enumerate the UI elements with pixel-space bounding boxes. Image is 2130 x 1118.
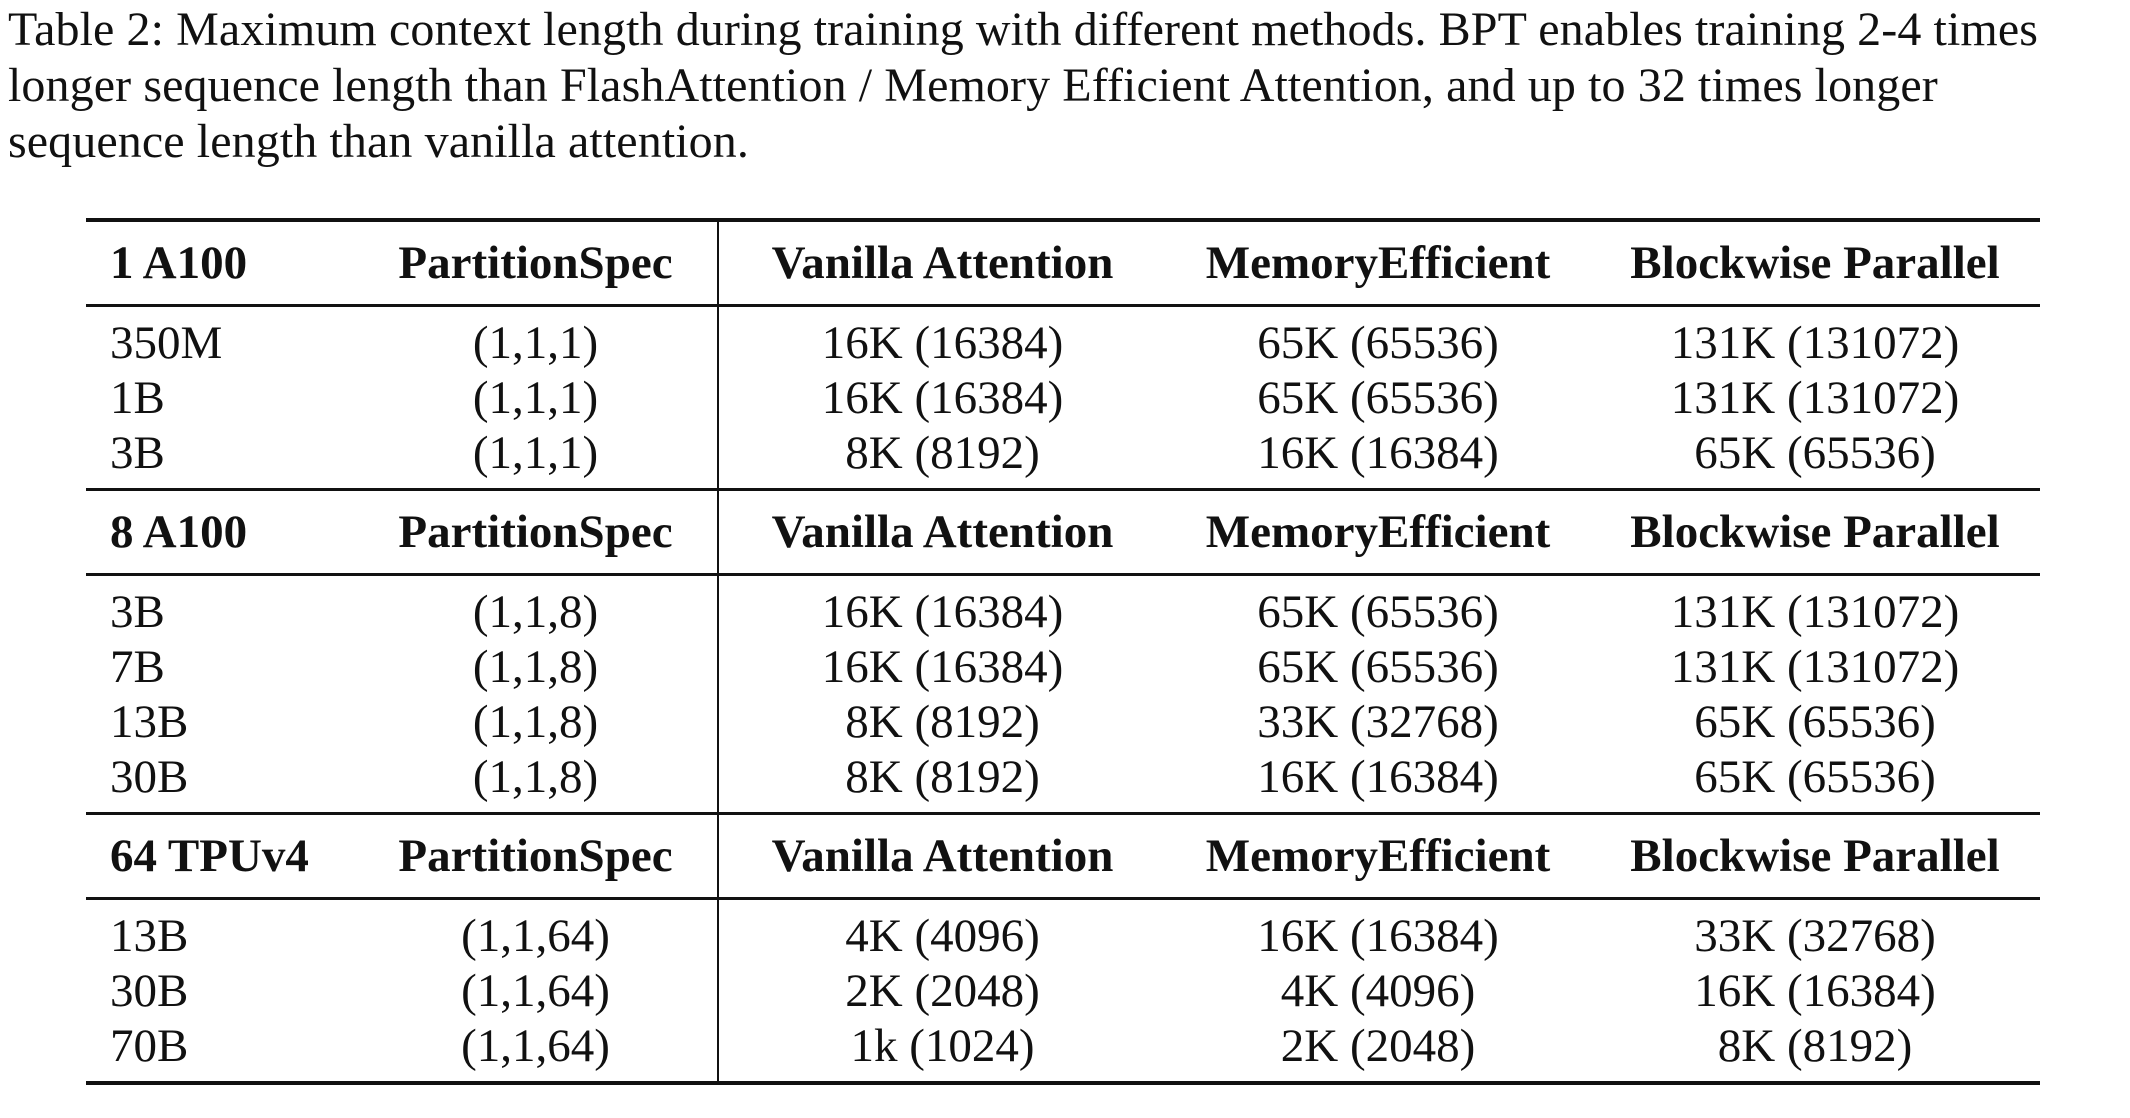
vanilla-attention-cell: 4K (4096) xyxy=(717,898,1166,963)
hardware-header: 64 TPUv4 xyxy=(86,812,354,900)
memory-efficient-cell: 65K (65536) xyxy=(1257,371,1499,424)
table-row: 350M (1,1,1) 16K (16384) 65K (65536) 131… xyxy=(86,305,2040,370)
blockwise-parallel-header: Blockwise Parallel xyxy=(1590,812,2040,900)
group-header-row: 8 A100 PartitionSpec Vanilla Attention M… xyxy=(86,488,2040,576)
partition-spec-cell: (1,1,64) xyxy=(354,1018,718,1085)
blockwise-parallel-header: Blockwise Parallel xyxy=(1590,488,2040,576)
model-size-cell: 1B xyxy=(110,371,165,424)
table-row: 3B (1,1,8) 16K (16384) 65K (65536) 131K … xyxy=(86,574,2040,639)
vanilla-attention-cell: 16K (16384) xyxy=(717,370,1166,425)
memory-efficient-cell: 16K (16384) xyxy=(1257,909,1499,962)
partition-spec-cell: (1,1,64) xyxy=(461,909,610,962)
memory-efficient-cell: 2K (2048) xyxy=(1166,1018,1590,1085)
table-row: 7B (1,1,8) 16K (16384) 65K (65536) 131K … xyxy=(86,639,2040,694)
blockwise-parallel-cell: 131K (131072) xyxy=(1670,316,1960,369)
memory-efficient-cell: 16K (16384) xyxy=(1257,426,1499,479)
memory-efficient-header: MemoryEfficient xyxy=(1166,218,1590,307)
vanilla-attention-cell: 16K (16384) xyxy=(717,574,1166,639)
blockwise-parallel-header: Blockwise Parallel xyxy=(1590,218,2040,307)
memory-efficient-cell: 4K (4096) xyxy=(1280,964,1476,1017)
table-group-8a100: 8 A100 PartitionSpec Vanilla Attention M… xyxy=(86,488,2040,576)
vanilla-attention-cell: 8K (8192) xyxy=(717,749,1166,814)
table-group-64tpuv4: 64 TPUv4 PartitionSpec Vanilla Attention… xyxy=(86,812,2040,900)
blockwise-parallel-cell: 33K (32768) xyxy=(1694,909,1936,962)
memory-efficient-cell: 16K (16384) xyxy=(1257,750,1499,803)
vanilla-attention-header: Vanilla Attention xyxy=(717,218,1166,307)
hardware-header: 1 A100 xyxy=(86,218,354,307)
model-size-cell: 3B xyxy=(110,426,165,479)
model-size-cell: 13B xyxy=(110,695,189,748)
blockwise-parallel-cell: 65K (65536) xyxy=(1694,750,1936,803)
table-row: 30B (1,1,8) 8K (8192) 16K (16384) 65K (6… xyxy=(86,749,2040,814)
vanilla-attention-header: Vanilla Attention xyxy=(717,488,1166,576)
group-header-row: 64 TPUv4 PartitionSpec Vanilla Attention… xyxy=(86,812,2040,900)
blockwise-parallel-cell: 131K (131072) xyxy=(1670,640,1960,693)
partition-spec-cell: (1,1,8) xyxy=(472,695,599,748)
blockwise-parallel-cell: 16K (16384) xyxy=(1694,964,1936,1017)
model-size-cell: 30B xyxy=(110,964,189,1017)
partition-spec-header: PartitionSpec xyxy=(354,812,718,900)
vanilla-attention-header: Vanilla Attention xyxy=(717,812,1166,900)
table-row: 13B (1,1,8) 8K (8192) 33K (32768) 65K (6… xyxy=(86,694,2040,749)
hardware-header: 8 A100 xyxy=(86,488,354,576)
partition-spec-cell: (1,1,1) xyxy=(472,371,599,424)
table-caption: Table 2: Maximum context length during t… xyxy=(8,3,2039,168)
table-row: 30B (1,1,64) 2K (2048) 4K (4096) 16K (16… xyxy=(86,963,2040,1018)
model-size-cell: 350M xyxy=(110,316,223,369)
blockwise-parallel-cell: 131K (131072) xyxy=(1670,371,1960,424)
vanilla-attention-cell: 2K (2048) xyxy=(717,963,1166,1018)
partition-spec-cell: (1,1,8) xyxy=(472,640,599,693)
partition-spec-cell: (1,1,64) xyxy=(461,964,610,1017)
partition-spec-header: PartitionSpec xyxy=(354,488,718,576)
memory-efficient-cell: 65K (65536) xyxy=(1257,585,1499,638)
model-size-cell: 13B xyxy=(110,909,189,962)
vanilla-attention-cell: 8K (8192) xyxy=(717,425,1166,490)
group-header-row: 1 A100 PartitionSpec Vanilla Attention M… xyxy=(86,218,2040,307)
table-group-body: 350M (1,1,1) 16K (16384) 65K (65536) 131… xyxy=(86,305,2040,490)
table-group-body: 13B (1,1,64) 4K (4096) 16K (16384) 33K (… xyxy=(86,898,2040,1085)
model-size-cell: 30B xyxy=(110,750,189,803)
results-table: 1 A100 PartitionSpec Vanilla Attention M… xyxy=(86,218,2040,1085)
partition-spec-cell: (1,1,1) xyxy=(472,316,599,369)
blockwise-parallel-cell: 131K (131072) xyxy=(1670,585,1960,638)
blockwise-parallel-cell: 65K (65536) xyxy=(1694,426,1936,479)
table-row: 3B (1,1,1) 8K (8192) 16K (16384) 65K (65… xyxy=(86,425,2040,490)
vanilla-attention-cell: 1k (1024) xyxy=(717,1018,1166,1085)
partition-spec-cell: (1,1,1) xyxy=(472,426,599,479)
partition-spec-header: PartitionSpec xyxy=(354,218,718,307)
vanilla-attention-cell: 16K (16384) xyxy=(717,639,1166,694)
memory-efficient-header: MemoryEfficient xyxy=(1166,488,1590,576)
model-size-cell: 3B xyxy=(110,585,165,638)
blockwise-parallel-cell: 8K (8192) xyxy=(1590,1018,2040,1085)
memory-efficient-cell: 65K (65536) xyxy=(1257,640,1499,693)
memory-efficient-cell: 33K (32768) xyxy=(1257,695,1499,748)
table-row: 13B (1,1,64) 4K (4096) 16K (16384) 33K (… xyxy=(86,898,2040,963)
vanilla-attention-cell: 16K (16384) xyxy=(717,305,1166,370)
partition-spec-cell: (1,1,8) xyxy=(472,750,599,803)
table-group-1a100: 1 A100 PartitionSpec Vanilla Attention M… xyxy=(86,218,2040,307)
model-size-cell: 70B xyxy=(86,1018,354,1085)
table-row: 70B (1,1,64) 1k (1024) 2K (2048) 8K (819… xyxy=(86,1018,2040,1085)
blockwise-parallel-cell: 65K (65536) xyxy=(1694,695,1936,748)
partition-spec-cell: (1,1,8) xyxy=(472,585,599,638)
vanilla-attention-cell: 8K (8192) xyxy=(717,694,1166,749)
table-group-body: 3B (1,1,8) 16K (16384) 65K (65536) 131K … xyxy=(86,574,2040,814)
table-row: 1B (1,1,1) 16K (16384) 65K (65536) 131K … xyxy=(86,370,2040,425)
memory-efficient-cell: 65K (65536) xyxy=(1257,316,1499,369)
memory-efficient-header: MemoryEfficient xyxy=(1166,812,1590,900)
model-size-cell: 7B xyxy=(110,640,165,693)
